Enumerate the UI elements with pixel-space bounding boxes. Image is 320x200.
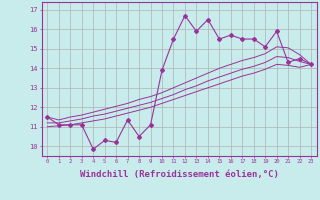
X-axis label: Windchill (Refroidissement éolien,°C): Windchill (Refroidissement éolien,°C) — [80, 170, 279, 179]
